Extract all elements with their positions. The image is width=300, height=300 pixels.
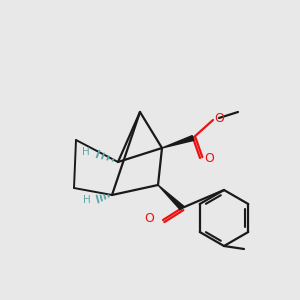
Text: H: H (83, 195, 91, 205)
Polygon shape (162, 136, 194, 148)
Polygon shape (158, 185, 184, 210)
Text: O: O (144, 212, 154, 226)
Text: O: O (204, 152, 214, 164)
Text: H: H (82, 147, 90, 157)
Text: O: O (214, 112, 224, 124)
